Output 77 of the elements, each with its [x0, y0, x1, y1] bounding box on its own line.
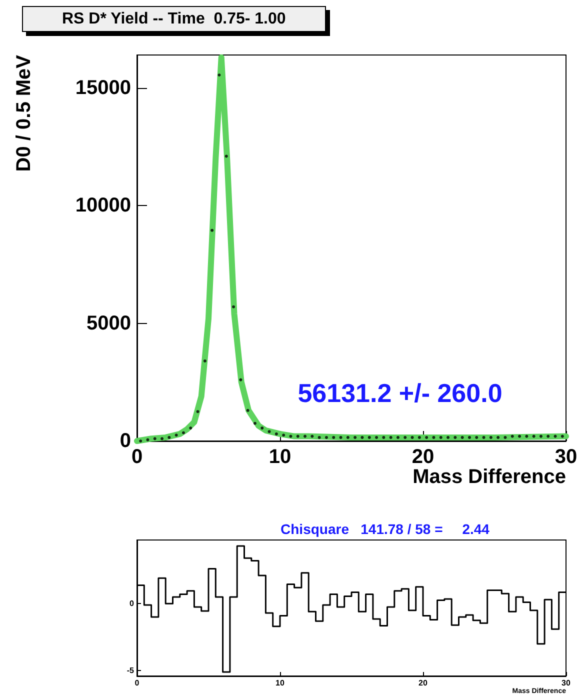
point [153, 437, 156, 440]
point [174, 434, 178, 437]
point [404, 436, 407, 439]
point [454, 436, 457, 439]
y-tick-label: 0 [120, 430, 131, 452]
x-tick-label: 30 [562, 678, 571, 688]
point [318, 436, 321, 439]
point [360, 436, 364, 439]
point [224, 154, 228, 158]
point [260, 426, 264, 430]
point [160, 437, 164, 440]
point [274, 432, 278, 436]
point [232, 305, 236, 308]
text: Chisquare 141.78 / 58 = 2.44 [280, 521, 490, 537]
point [324, 436, 328, 439]
point [310, 434, 314, 438]
point [546, 434, 550, 438]
point [339, 436, 342, 439]
point [196, 410, 200, 414]
point [446, 436, 450, 439]
point [289, 434, 292, 438]
chart-title: RS D* Yield -- Time 0.75- 1.00 [62, 10, 286, 28]
point [532, 434, 536, 438]
point [218, 74, 221, 77]
x-tick-label: 20 [418, 678, 428, 688]
point [460, 436, 464, 439]
point [489, 436, 492, 439]
point [346, 436, 350, 439]
point [239, 378, 242, 382]
point [139, 440, 142, 442]
point [246, 408, 250, 412]
point [296, 434, 300, 438]
y-tick-label: 15000 [75, 76, 131, 99]
point [518, 434, 522, 438]
point [168, 436, 171, 439]
point [510, 434, 514, 438]
point [368, 436, 371, 439]
annotation: 56131.2 +/- 260.0 [298, 378, 502, 408]
point [504, 436, 507, 439]
point [468, 436, 471, 439]
point [560, 434, 564, 438]
point [539, 434, 542, 438]
y-tick-label: 0 [130, 599, 135, 608]
point [210, 228, 214, 232]
point [375, 436, 378, 439]
point [189, 426, 192, 430]
x-axis-title: Mass Difference [412, 466, 566, 488]
x-tick-label: 10 [276, 678, 285, 688]
point [554, 434, 557, 438]
point [482, 436, 486, 439]
y-tick-label: -5 [126, 666, 135, 676]
point [253, 422, 256, 425]
point [282, 434, 286, 437]
point [439, 436, 442, 439]
point [396, 436, 400, 439]
point [389, 436, 392, 439]
point [382, 436, 386, 439]
point [268, 430, 271, 434]
y-tick-label: 10000 [75, 194, 131, 217]
point [425, 436, 428, 439]
x-tick-label: 30 [554, 446, 578, 468]
point [496, 436, 500, 439]
point [525, 434, 528, 438]
y-axis-title: D0 / 0.5 MeV [13, 54, 35, 172]
x-tick-label: 20 [412, 446, 434, 468]
point [475, 436, 478, 439]
point [304, 434, 307, 438]
point [354, 436, 357, 439]
x-tick-label: 10 [268, 446, 292, 468]
point [418, 436, 421, 439]
point [432, 436, 436, 439]
point [332, 436, 336, 439]
point [203, 359, 206, 362]
point [146, 438, 150, 442]
point [182, 431, 185, 434]
point [410, 436, 414, 439]
y-tick-label: 5000 [86, 312, 131, 334]
